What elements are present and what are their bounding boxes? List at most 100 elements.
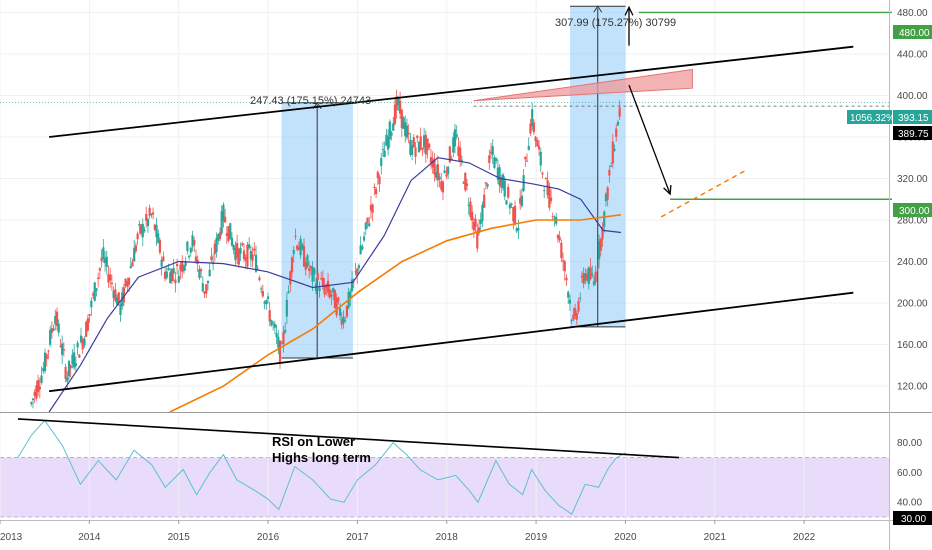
projection-line xyxy=(660,169,747,218)
x-tick-label: 2016 xyxy=(257,532,280,543)
candle-body xyxy=(163,271,167,279)
candle-body xyxy=(246,244,249,267)
rsi-y-tick-label: 40.00 xyxy=(897,498,922,509)
candle-body xyxy=(613,148,616,151)
candle-body xyxy=(601,226,604,240)
candle-body xyxy=(392,123,395,131)
rsi-note-line2: Highs long term xyxy=(272,450,371,465)
candle-body xyxy=(349,291,352,297)
candle-body xyxy=(553,217,556,219)
candle-body xyxy=(213,243,216,254)
candle-body xyxy=(141,223,144,238)
candle-body xyxy=(507,187,510,198)
candle-body xyxy=(266,296,270,300)
candle-body xyxy=(539,151,542,166)
candle-body xyxy=(397,98,400,106)
candle-body xyxy=(177,275,180,283)
candle-body xyxy=(148,207,151,216)
candle-body xyxy=(242,250,246,260)
candle-body xyxy=(486,184,489,187)
candle-body xyxy=(175,263,179,267)
candle-body xyxy=(573,308,577,316)
candle-body xyxy=(333,290,337,309)
candle-body xyxy=(167,268,170,270)
arrow-head-1 xyxy=(624,5,634,16)
candle-body xyxy=(52,328,55,331)
candle-body xyxy=(110,282,113,285)
candle-body xyxy=(616,121,620,126)
candle-body xyxy=(479,219,482,224)
candle-body xyxy=(43,352,47,372)
candle-body xyxy=(95,288,98,291)
x-tick-label: 2022 xyxy=(793,532,816,543)
candle-body xyxy=(407,132,410,135)
candle-body xyxy=(230,238,234,246)
candle-body xyxy=(338,308,342,316)
candle-body xyxy=(591,273,594,276)
candle-body xyxy=(585,273,589,280)
candle-body xyxy=(79,335,83,343)
candle-body xyxy=(45,354,48,360)
candle-body xyxy=(599,238,602,251)
rsi-y-tick-label: 60.00 xyxy=(897,468,922,479)
candle-body xyxy=(275,333,278,338)
candle-body xyxy=(146,219,150,227)
candle-body xyxy=(301,244,304,250)
rsi-y-tick-label: 80.00 xyxy=(897,438,922,449)
candle-body xyxy=(570,319,573,321)
candle-body xyxy=(198,269,201,278)
price-tag-300: 300.00 xyxy=(893,203,932,217)
candle-body xyxy=(88,314,91,316)
candle-body xyxy=(416,135,419,139)
candle-body xyxy=(501,174,505,189)
candle-body xyxy=(381,149,385,151)
candle-body xyxy=(383,150,386,158)
candle-body xyxy=(549,197,553,202)
candle-body xyxy=(452,137,455,153)
candle-body xyxy=(541,172,544,175)
candle-body xyxy=(97,277,100,280)
candle-body xyxy=(412,137,415,148)
candle-body xyxy=(364,222,367,230)
rsi-tag-30: 30.00 xyxy=(893,511,932,525)
candle-body xyxy=(450,158,453,161)
candle-body xyxy=(64,366,67,379)
candle-body xyxy=(459,147,462,162)
candle-body xyxy=(309,266,312,269)
candle-body xyxy=(460,159,463,162)
candle-body xyxy=(277,336,280,348)
candle-body xyxy=(409,139,412,155)
candle-body xyxy=(356,268,359,276)
candle-body xyxy=(191,235,194,247)
candle-body xyxy=(107,274,110,283)
candle-body xyxy=(189,247,192,253)
candle-body xyxy=(131,262,134,267)
candle-body xyxy=(445,174,448,177)
candle-body xyxy=(248,244,251,248)
candle-body xyxy=(30,402,33,404)
candle-body xyxy=(402,117,405,129)
candle-body xyxy=(321,277,324,286)
x-tick-label: 2018 xyxy=(436,532,459,543)
candle-body xyxy=(112,290,115,299)
candle-body xyxy=(426,138,429,151)
y-tick-label: 280.00 xyxy=(897,216,928,227)
candle-body xyxy=(326,280,330,293)
candle-body xyxy=(151,212,155,215)
price-tag-pct-text: 1056.32% xyxy=(850,113,895,124)
candle-body xyxy=(443,170,446,174)
candle-body xyxy=(517,228,520,231)
candle-body xyxy=(527,145,530,151)
candle-body xyxy=(234,247,237,261)
candle-body xyxy=(577,301,580,312)
candle-body xyxy=(596,269,599,271)
rsi-line xyxy=(17,419,626,515)
candle-body xyxy=(260,288,263,290)
candle-body xyxy=(253,248,256,251)
candle-body xyxy=(67,360,71,377)
candle-body xyxy=(373,186,376,188)
candle-body xyxy=(580,275,584,278)
candle-body xyxy=(139,224,143,234)
candle-body xyxy=(222,204,225,221)
